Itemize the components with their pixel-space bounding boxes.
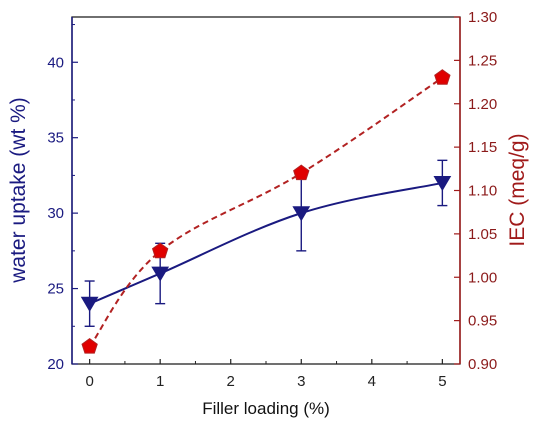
y-axis-label-right: IEC (meq/g) <box>506 133 529 246</box>
right-tick-label: 0.95 <box>468 313 497 330</box>
water-uptake-point <box>433 176 452 192</box>
series-water-uptake-line <box>89 181 443 305</box>
x-tick-label: 4 <box>368 373 376 390</box>
y-axis-label-left: water uptake (wt %) <box>7 97 30 284</box>
x-tick-label: 0 <box>85 373 93 390</box>
left-tick-label: 25 <box>47 281 64 298</box>
left-tick-label: 35 <box>47 130 64 147</box>
iec-point <box>434 69 451 85</box>
right-tick-label: 0.90 <box>468 356 497 373</box>
left-tick-label: 30 <box>47 205 64 222</box>
iec-point <box>151 242 169 259</box>
left-tick-label: 40 <box>47 54 64 71</box>
iec-point <box>293 164 310 181</box>
right-tick-label: 1.30 <box>468 9 497 26</box>
x-tick-label: 3 <box>297 373 305 390</box>
water-uptake-point <box>80 296 99 312</box>
x-axis-label: Filler loading (%) <box>202 399 330 418</box>
x-tick-label: 1 <box>156 373 164 390</box>
water-uptake-point <box>292 206 311 222</box>
right-tick-label: 1.25 <box>468 52 497 69</box>
series-iec-line <box>88 76 443 348</box>
right-tick-label: 1.10 <box>468 183 497 200</box>
right-tick-label: 1.05 <box>468 226 497 243</box>
water-uptake-point <box>151 266 170 282</box>
iec-point <box>81 338 98 354</box>
right-tick-label: 1.00 <box>468 269 497 286</box>
left-tick-label: 20 <box>47 356 64 373</box>
x-tick-label: 2 <box>227 373 235 390</box>
right-tick-label: 1.20 <box>468 96 497 113</box>
right-tick-label: 1.15 <box>468 139 497 156</box>
x-tick-label: 5 <box>438 373 446 390</box>
